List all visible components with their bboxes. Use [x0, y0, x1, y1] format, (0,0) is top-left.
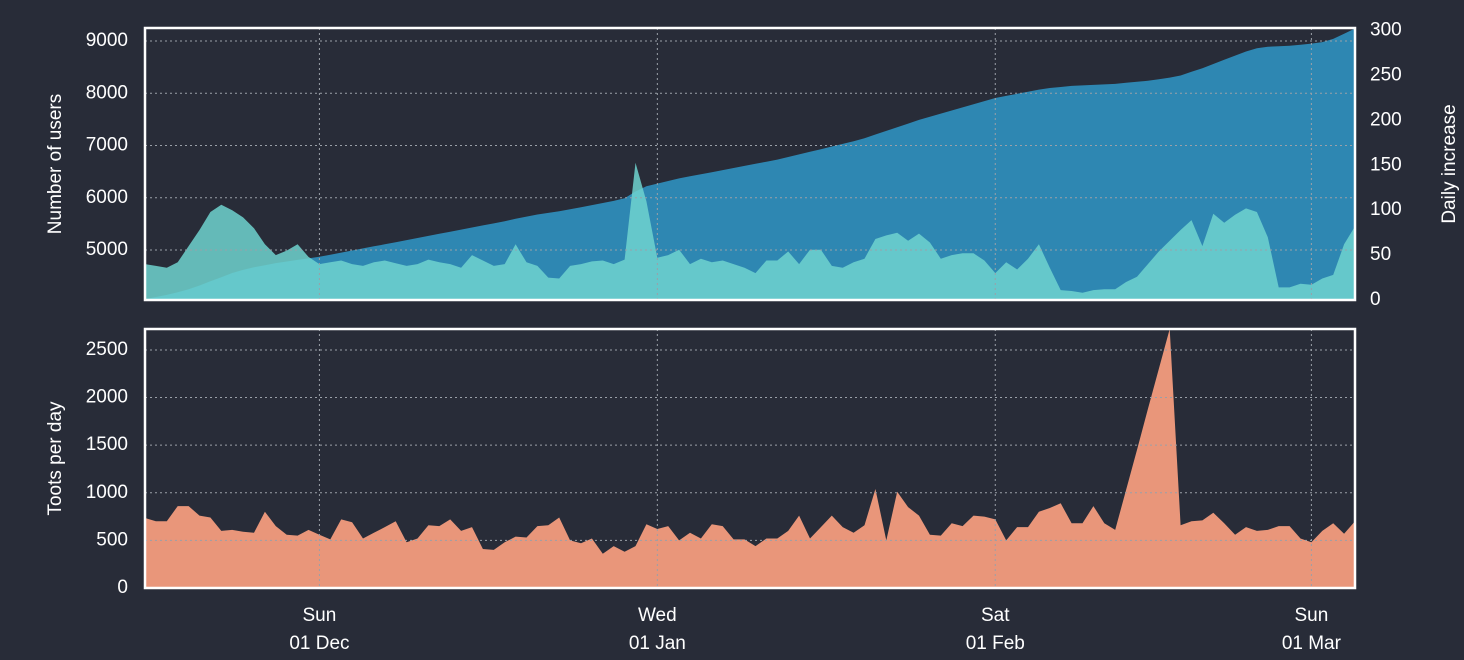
y-tick-label: 8000: [86, 82, 128, 103]
area-series: [145, 162, 1355, 300]
x-tick-weekday: Sun: [303, 605, 337, 626]
x-tick-label: 01 Feb: [966, 633, 1025, 654]
plot-area: [145, 329, 1355, 588]
y-tick-label: 500: [96, 529, 128, 550]
x-tick-label: 01 Dec: [289, 633, 349, 654]
x-tick-label: 01 Jan: [629, 633, 686, 654]
y2-tick-label: 0: [1370, 289, 1381, 310]
y2-tick-label: 300: [1370, 20, 1402, 41]
y-tick-label: 0: [117, 577, 128, 598]
y-tick-label: 1500: [86, 434, 128, 455]
y-axis-title: Number of users: [45, 94, 66, 234]
y-tick-label: 6000: [86, 187, 128, 208]
y2-tick-label: 100: [1370, 199, 1402, 220]
plot-frame: [143, 26, 1357, 302]
x-tick-weekday: Sat: [981, 605, 1010, 626]
y-tick-label: 1000: [86, 482, 128, 503]
y2-tick-label: 200: [1370, 109, 1402, 130]
y2-axis-title: Daily increase: [1439, 104, 1460, 223]
x-tick-label: 01 Mar: [1282, 633, 1342, 654]
y2-tick-label: 250: [1370, 65, 1402, 86]
y-tick-label: 2000: [86, 387, 128, 408]
x-tick-weekday: Sun: [1294, 605, 1328, 626]
y-tick-label: 5000: [86, 239, 128, 260]
y-tick-label: 7000: [86, 135, 128, 156]
y-tick-label: 9000: [86, 30, 128, 51]
plot-area: [145, 28, 1355, 300]
plot-frame: [143, 327, 1357, 590]
area-series: [145, 329, 1355, 588]
y2-tick-label: 150: [1370, 154, 1402, 175]
y-tick-label: 2500: [86, 339, 128, 360]
area-series: [145, 28, 1355, 300]
x-tick-weekday: Wed: [638, 605, 677, 626]
y-axis-title: Toots per day: [45, 401, 66, 516]
y2-tick-label: 50: [1370, 244, 1391, 265]
